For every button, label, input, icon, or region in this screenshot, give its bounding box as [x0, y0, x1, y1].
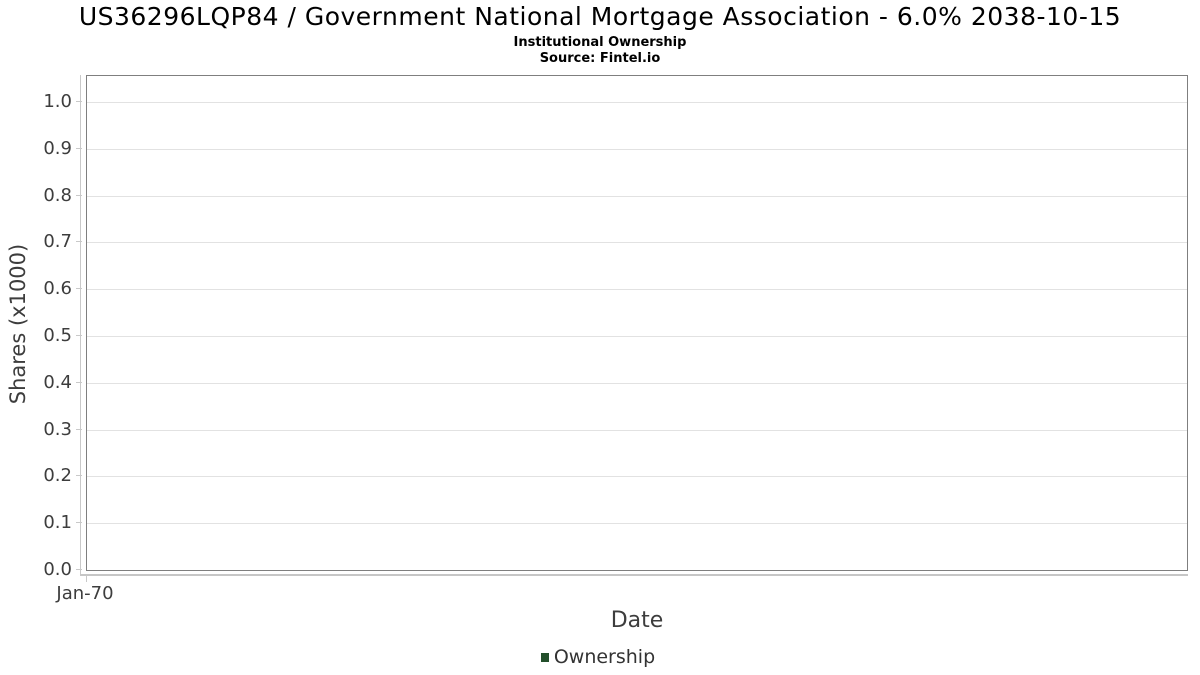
y-tick-mark-0.5 [76, 335, 82, 336]
x-axis-line [80, 574, 1188, 576]
gridline-y-0.7 [87, 242, 1187, 243]
y-tick-mark-0.7 [76, 241, 82, 242]
plot-area [86, 75, 1188, 571]
y-tick-label-0.2: 0.2 [43, 465, 72, 486]
y-tick-label-0.1: 0.1 [43, 512, 72, 533]
y-tick-mark-0.6 [76, 288, 82, 289]
y-tick-mark-0.1 [76, 522, 82, 523]
gridline-y-0.5 [87, 336, 1187, 337]
gridline-y-0.6 [87, 289, 1187, 290]
legend-label-ownership: Ownership [553, 646, 656, 668]
y-tick-label-1.0: 1.0 [43, 91, 72, 112]
x-axis-tick-mark [86, 576, 87, 582]
y-tick-mark-0.4 [76, 382, 82, 383]
y-tick-mark-0.8 [76, 195, 82, 196]
y-axis-line [80, 75, 81, 576]
chart-source: Source: Fintel.io [539, 51, 661, 66]
y-tick-label-0.6: 0.6 [43, 278, 72, 299]
x-axis-tick-label: Jan-70 [56, 583, 114, 604]
gridline-y-0.9 [87, 149, 1187, 150]
y-tick-label-0.5: 0.5 [43, 325, 72, 346]
y-tick-label-0.4: 0.4 [43, 372, 72, 393]
chart-subtitle: Institutional Ownership [513, 35, 687, 50]
y-tick-label-0.7: 0.7 [43, 231, 72, 252]
gridline-y-1.0 [87, 102, 1187, 103]
y-tick-mark-0.9 [76, 148, 82, 149]
y-tick-mark-0.0 [76, 569, 82, 570]
gridline-y-0.1 [87, 523, 1187, 524]
x-axis-title: Date [610, 608, 664, 633]
legend-marker-ownership [540, 652, 549, 662]
y-tick-mark-0.3 [76, 429, 82, 430]
y-tick-label-0.3: 0.3 [43, 419, 72, 440]
y-tick-label-0.8: 0.8 [43, 185, 72, 206]
gridline-y-0.4 [87, 383, 1187, 384]
gridline-y-0.2 [87, 476, 1187, 477]
chart-title: US36296LQP84 / Government National Mortg… [78, 2, 1122, 31]
gridline-y-0.3 [87, 430, 1187, 431]
gridline-y-0.8 [87, 196, 1187, 197]
legend: Ownership [0, 646, 1196, 668]
y-tick-label-0.9: 0.9 [43, 138, 72, 159]
y-tick-label-0.0: 0.0 [43, 559, 72, 580]
y-tick-mark-0.2 [76, 475, 82, 476]
y-tick-mark-1.0 [76, 101, 82, 102]
